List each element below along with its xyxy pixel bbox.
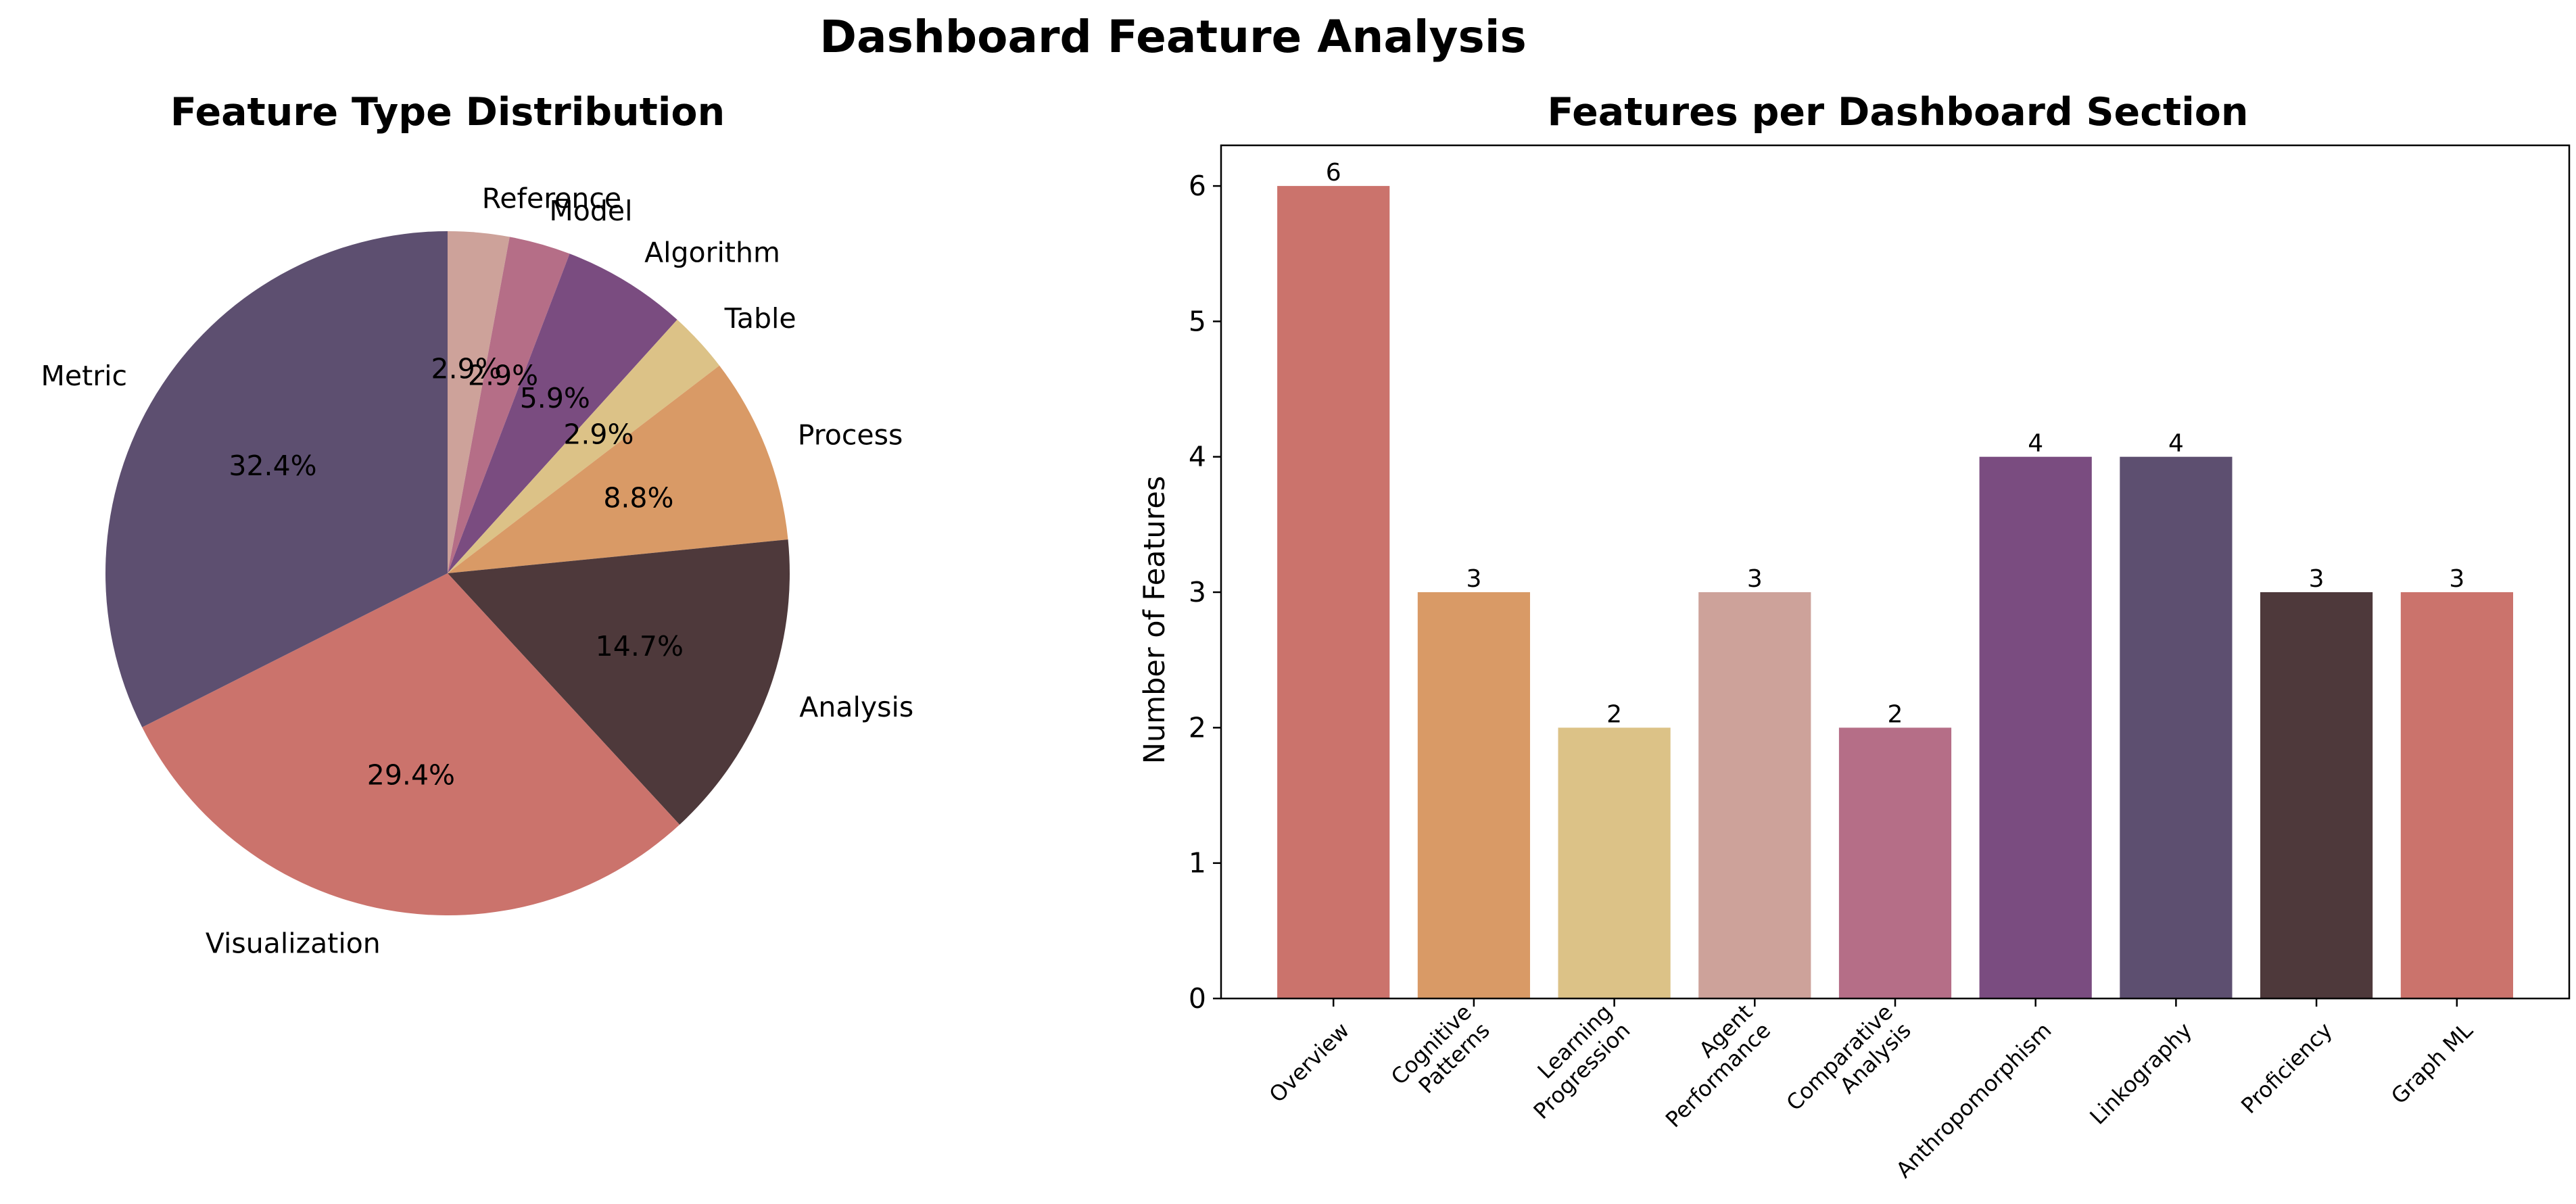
bar-value-label-anthropomorphism: 4 <box>2028 430 2043 458</box>
bar-value-label-proficiency: 3 <box>2309 565 2324 593</box>
bar-proficiency <box>2260 592 2373 998</box>
pie-slice-visualization <box>142 573 680 916</box>
bar-series: 6 3 2 3 2 4 4 3 3 <box>1277 159 2513 999</box>
pie-pct-analysis: 14.7% <box>596 630 684 663</box>
pie-slice-table <box>448 319 720 573</box>
bar-value-label-overview: 6 <box>1326 159 1341 187</box>
plot-frame <box>1220 144 2571 1000</box>
bar-anthropomorphism <box>1979 456 2092 998</box>
y-tick-label: 3 <box>1189 576 1206 608</box>
bar-agent-performance <box>1698 592 1811 998</box>
y-tick-label: 6 <box>1189 170 1206 202</box>
pie-labels: Reference 2.9% Model 2.9% Algorithm 5.9% Table… <box>41 183 914 960</box>
bar-graph-ml <box>2400 592 2513 998</box>
bar-learning-progression <box>1558 727 1671 998</box>
bar-value-label-comparative-analysis: 2 <box>1888 700 1903 728</box>
pie-label-algorithm: Algorithm <box>644 237 780 269</box>
bar-chart-title: Features per Dashboard Section <box>1547 90 2248 135</box>
pie-slice-process <box>448 365 788 573</box>
pie-label-table: Table <box>724 302 796 335</box>
pie-pct-visualization: 29.4% <box>367 759 455 792</box>
pie-label-metric: Metric <box>41 360 127 392</box>
pie-label-model: Model <box>549 195 632 227</box>
pie-label-reference: Reference <box>482 183 621 215</box>
bar-value-label-agent-performance: 3 <box>1747 565 1763 593</box>
pie-chart: Feature Type Distribution Reference 2.9% M… <box>41 90 914 960</box>
pie-label-analysis: Analysis <box>799 691 913 723</box>
pie-slice-model <box>448 237 570 573</box>
y-tick-label: 2 <box>1189 711 1206 744</box>
pie-slice-metric <box>105 231 448 727</box>
bar-comparative-analysis <box>1838 727 1952 998</box>
pie-label-process: Process <box>798 419 903 452</box>
y-tick-label: 0 <box>1189 982 1206 1015</box>
bar-value-label-learning-progression: 2 <box>1606 700 1622 728</box>
figure-title: Dashboard Feature Analysis <box>819 11 1526 63</box>
bar-overview <box>1277 186 1390 999</box>
pie-wedges <box>105 231 790 916</box>
pie-slice-analysis <box>448 539 790 825</box>
pie-pct-reference: 2.9% <box>431 353 502 385</box>
pie-label-visualization: Visualization <box>206 928 381 960</box>
pie-pct-model: 2.9% <box>468 360 538 392</box>
y-tick-label: 1 <box>1189 847 1206 880</box>
pie-pct-algorithm: 5.9% <box>520 382 590 414</box>
bar-value-label-graph-ml: 3 <box>2449 565 2464 593</box>
pie-pct-table: 2.9% <box>563 418 634 451</box>
pie-pct-process: 8.8% <box>603 482 673 514</box>
pie-slice-reference <box>448 231 510 573</box>
y-axis-label: Number of Features <box>1138 476 1172 764</box>
pie-slice-algorithm <box>448 254 677 573</box>
y-tick-label: 5 <box>1189 305 1206 337</box>
bar-value-label-linkography: 4 <box>2168 430 2184 458</box>
bar-value-label-cognitive-patterns: 3 <box>1466 565 1481 593</box>
bar-cognitive-patterns <box>1417 592 1530 998</box>
bar-linkography <box>2120 456 2233 998</box>
pie-chart-title: Feature Type Distribution <box>170 90 725 135</box>
pie-pct-metric: 32.4% <box>229 450 316 482</box>
y-tick-label: 4 <box>1189 441 1206 473</box>
